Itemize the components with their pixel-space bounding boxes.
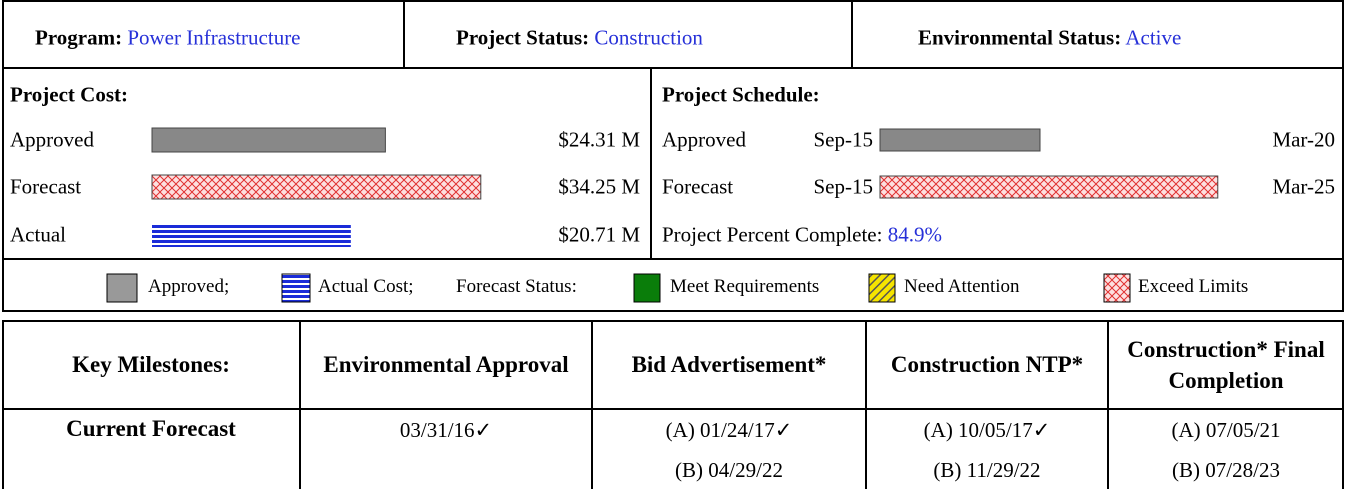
schedule-label: Forecast <box>662 174 734 199</box>
legend-swatch <box>633 273 661 303</box>
legend-swatch <box>1103 273 1131 303</box>
header-cell: Key Milestones: <box>72 352 230 378</box>
legend-item: Meet Requirements <box>670 276 820 297</box>
divider <box>650 67 652 260</box>
schedule-end: Mar-20 <box>1272 127 1335 152</box>
divider <box>851 0 853 69</box>
col-line <box>1107 320 1109 489</box>
col-line <box>591 320 593 489</box>
cost-label: Actual <box>10 222 66 247</box>
cost-bar <box>151 127 386 153</box>
cost-label: Approved <box>10 127 94 152</box>
header-cell: Bid Advertisement* <box>631 352 827 378</box>
cost-value: $34.25 M <box>558 174 640 199</box>
row-cell: (B) 07/28/23 <box>1172 458 1280 482</box>
header-cell: Environmental Approval <box>323 352 569 378</box>
schedule-end: Mar-25 <box>1272 174 1335 199</box>
legend-swatch <box>281 273 311 303</box>
schedule-bar <box>879 128 1041 152</box>
program: Program: Power Infrastructure <box>35 25 301 50</box>
row-cell: 03/31/16✓ <box>399 418 493 442</box>
legend-item: Actual Cost; <box>318 276 414 297</box>
schedule-label: Approved <box>662 127 746 152</box>
cost-bar <box>152 223 351 247</box>
legend-box <box>2 258 1344 312</box>
schedule-bar <box>879 175 1219 199</box>
cost-value: $20.71 M <box>558 222 640 247</box>
col-line <box>299 320 301 489</box>
legend-item: Need Attention <box>904 276 1020 297</box>
cost-value: $24.31 M <box>558 127 640 152</box>
legend-item: Approved; <box>148 276 230 297</box>
schedule-title: Project Schedule: <box>662 82 820 107</box>
divider <box>403 0 405 69</box>
project-status: Project Status: Construction <box>456 25 703 50</box>
row-cell: (A) 10/05/17✓ <box>923 418 1051 442</box>
marks <box>151 127 1219 247</box>
cost-title: Project Cost: <box>10 82 128 107</box>
row-cell: (A) 01/24/17✓ <box>665 418 793 442</box>
header-cell: Construction* Final Completion <box>1127 336 1325 393</box>
schedule-start: Sep-15 <box>813 127 874 152</box>
environmental-status: Environmental Status: Active <box>918 25 1182 50</box>
table-border <box>2 320 1344 489</box>
percent-complete: Project Percent Complete: 84.9% <box>662 222 942 247</box>
row-cell: (B) 11/29/22 <box>933 458 1041 482</box>
cost-bar <box>151 174 482 200</box>
legend-item: Exceed Limits <box>1138 276 1249 297</box>
row-cell: (B) 04/29/22 <box>675 458 783 482</box>
row-line <box>2 408 1344 410</box>
legend-item: Forecast Status: <box>456 276 577 297</box>
cost-label: Forecast <box>10 174 82 199</box>
row-label: Current Forecast <box>66 416 236 441</box>
legend-swatch <box>106 273 138 303</box>
col-line <box>865 320 867 489</box>
row-cell: (A) 07/05/21 <box>1171 418 1281 442</box>
schedule-start: Sep-15 <box>813 174 874 199</box>
legend-swatch <box>868 273 896 303</box>
header-cell: Construction NTP* <box>890 352 1084 378</box>
